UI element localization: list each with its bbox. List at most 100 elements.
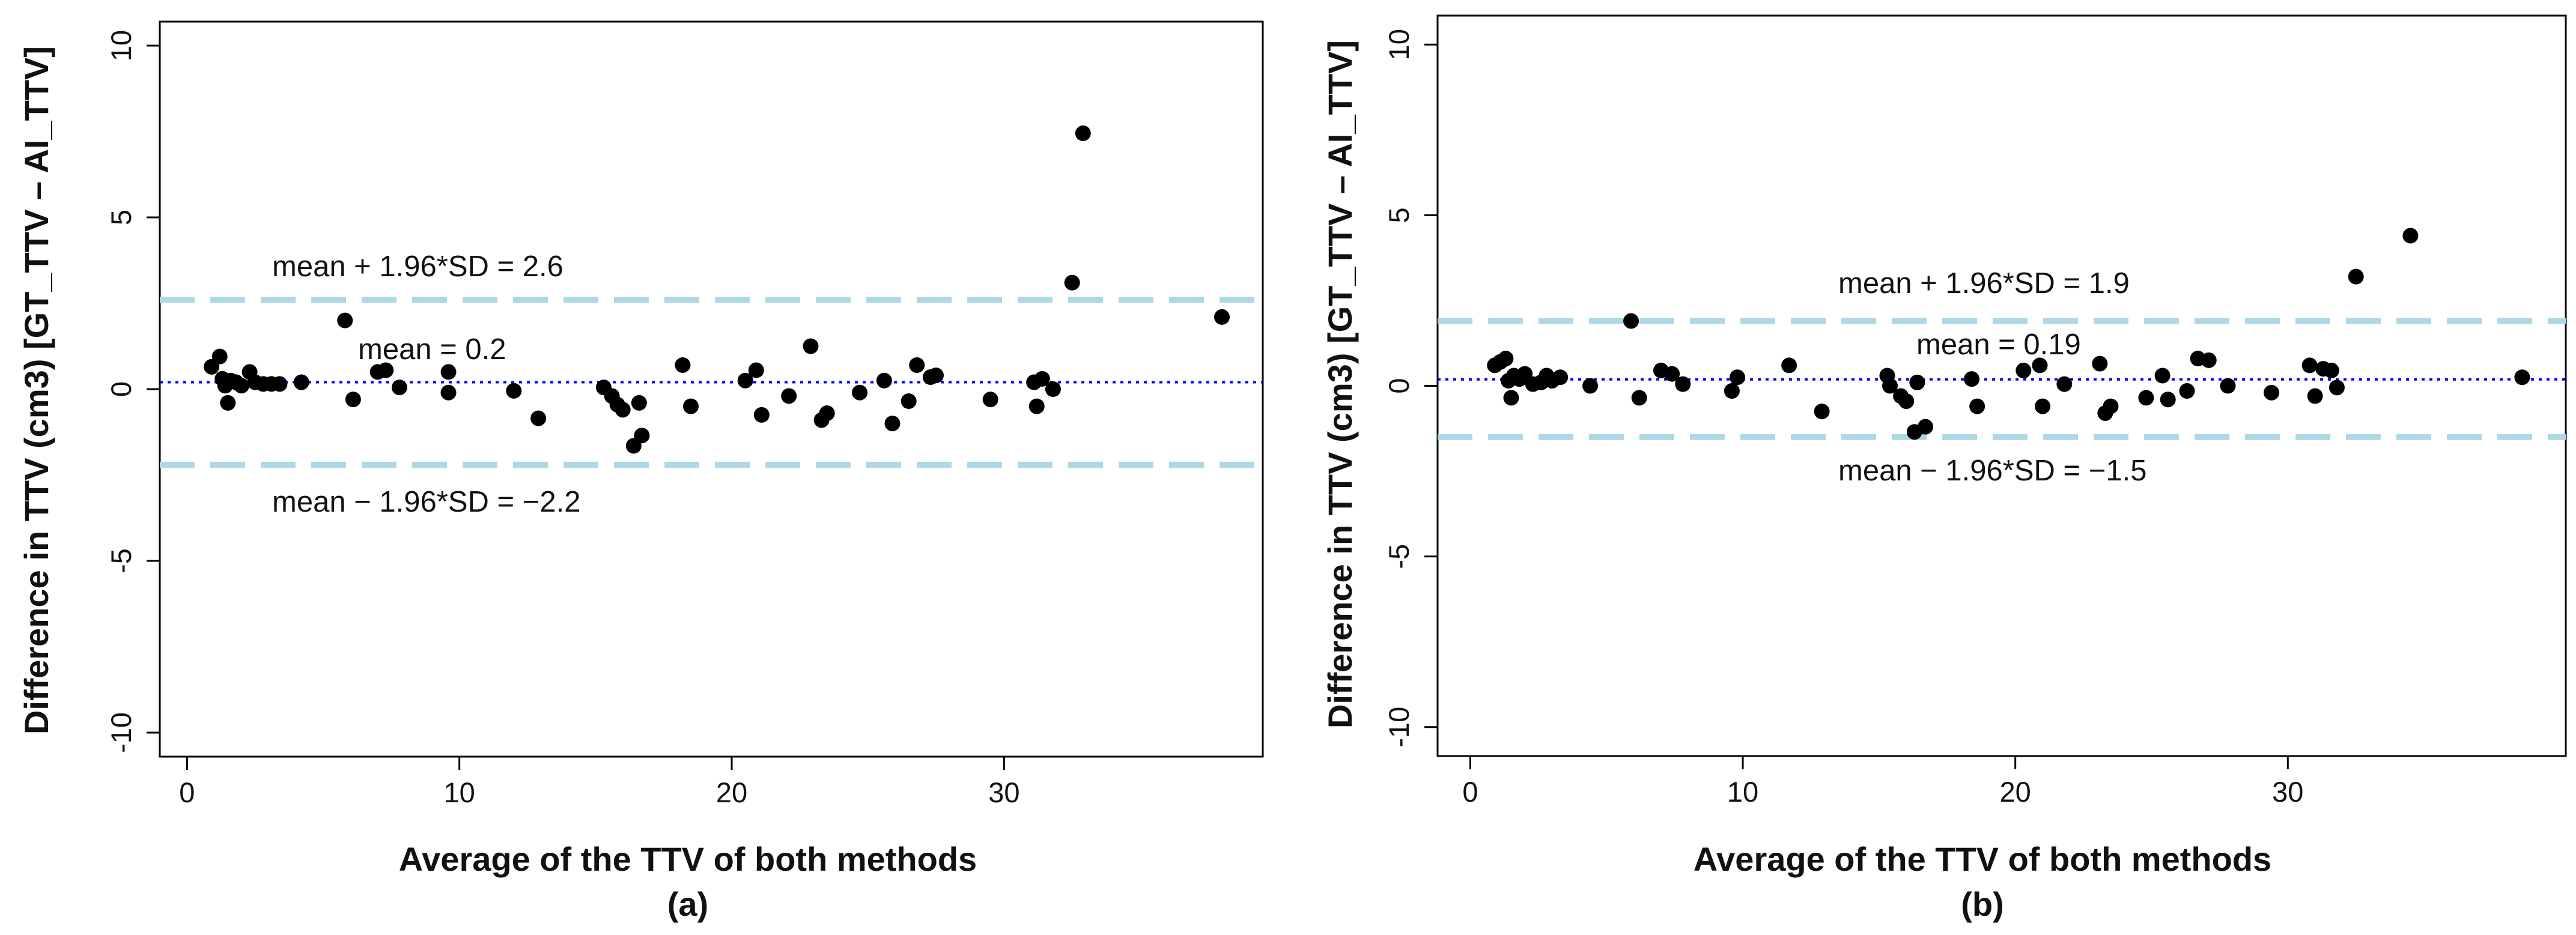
panel-b-data-point [1814, 404, 1830, 420]
panel-a-data-point [928, 368, 944, 384]
panel-b-y-tick-label: 5 [1383, 207, 1415, 223]
panel-a-data-point [1045, 381, 1061, 397]
panel-a-data-point [506, 383, 522, 399]
panel-a-data-point [901, 393, 917, 410]
panel-b-data-point [2301, 357, 2318, 374]
panel-b-y-tick-label: -10 [1383, 707, 1415, 748]
panel-b-tag: (b) [1961, 885, 2004, 923]
panel-b-data-point [2201, 352, 2217, 368]
panel-a-x-tick-label: 0 [179, 776, 195, 808]
panel-a-data-point [211, 348, 228, 365]
panel-b-data-point [2328, 380, 2345, 396]
panel-b-data-point [1898, 393, 1915, 410]
panel-b-data-point [2138, 390, 2154, 406]
panel-a-data-point [530, 410, 547, 426]
panel-a-data-point [634, 428, 650, 444]
panel-a-data-point [293, 374, 309, 390]
panel-b-data-point [2016, 362, 2032, 378]
panel-b-y-axis-title: Difference in TTV (cm3) [GT_TTV – AI_TTV… [1321, 40, 1359, 728]
panel-a-data-point [909, 357, 925, 373]
panel-a-data-point [748, 362, 764, 378]
panel-a-y-tick-label: 10 [105, 30, 137, 61]
panel-a-data-point [982, 392, 998, 408]
panel-a-data-point [378, 362, 394, 378]
panel-a-x-tick-label: 20 [716, 776, 747, 808]
panel-b-data-point [1917, 419, 1933, 435]
panel-a-x-tick-label: 30 [988, 776, 1019, 808]
panel-b-y-tick-label: 0 [1383, 378, 1415, 393]
panel-b-data-point [2092, 356, 2108, 372]
panel-a-data-point [391, 380, 407, 396]
panel-b-upper-loa-label: mean + 1.96*SD = 1.9 [1838, 267, 2130, 300]
panel-a-y-tick-label: 0 [105, 381, 137, 397]
panel-a-data-point [615, 402, 631, 418]
panel-a-data-point [440, 384, 457, 401]
panel-b-data-point [2160, 392, 2176, 408]
panel-b-data-point [1781, 357, 1797, 374]
panel-b-data-point [2307, 388, 2323, 404]
panel-b-data-point [2323, 362, 2339, 378]
panel-a-data-point [440, 364, 457, 380]
panel-b-data-point [2103, 398, 2119, 414]
panel-b-data-point [1729, 369, 1745, 386]
panel-a: -10 -5 0 5 10 0 10 20 30 mean + 1.96*SD = 2.6 m… [17, 20, 1264, 923]
panel-a-data-point [781, 388, 797, 404]
panel-a-y-axis-title: Difference in TTV (cm3) [GT_TTV – AI_TTV… [17, 46, 55, 734]
panel-b-data-point [1675, 376, 1691, 392]
panel-b-data-point [2179, 383, 2195, 399]
panel-a-data-points [204, 125, 1230, 454]
panel-b-data-point [1631, 390, 1647, 406]
panel-b-data-point [2035, 398, 2051, 414]
panel-b-data-point [2056, 376, 2073, 392]
panel-a-data-point [1028, 398, 1045, 414]
panel-a-data-point [337, 312, 353, 328]
panel-a-data-point [345, 392, 361, 408]
panel-a-data-point [803, 338, 819, 354]
panel-b-data-points [1487, 228, 2530, 440]
panel-b-x-ticks: 0 10 20 30 [1462, 756, 2303, 808]
panel-b-y-ticks: -10 -5 0 5 10 [1383, 29, 1438, 748]
panel-a-y-tick-label: 5 [105, 210, 137, 225]
panel-b-y-tick-label: 10 [1383, 29, 1415, 60]
panel-b-x-axis-title: Average of the TTV of both methods [1694, 840, 2271, 878]
panel-b-x-tick-label: 10 [1727, 776, 1758, 808]
panel-a-data-point [675, 357, 691, 373]
panel-b-data-point [2348, 268, 2364, 285]
panel-a-y-tick-label: -10 [105, 712, 137, 753]
panel-b-data-point [2264, 384, 2280, 401]
panel-a-y-ticks: -10 -5 0 5 10 [105, 30, 160, 753]
panel-a-x-axis-title: Average of the TTV of both methods [399, 840, 977, 878]
panel-a-data-point [876, 372, 892, 389]
panel-a-data-point [683, 398, 699, 414]
panel-b-data-point [1552, 369, 1569, 386]
panel-b-data-point [2514, 369, 2530, 386]
panel-a-data-point [272, 376, 288, 392]
panel-b-data-point [2220, 378, 2236, 394]
panel-a-mean-label: mean = 0.2 [358, 333, 506, 366]
panel-b-data-point [1623, 313, 1639, 329]
panel-b-data-point [1503, 390, 1519, 406]
panel-a-data-point [1214, 309, 1230, 325]
panel-a-lower-loa-label: mean − 1.96*SD = −2.2 [272, 486, 581, 518]
panel-b-data-point [1724, 383, 1740, 399]
panel-b-data-point [1582, 378, 1599, 394]
panel-b-data-point [2154, 368, 2170, 384]
panel-a-data-point [753, 407, 770, 423]
panel-a-data-point [1034, 371, 1050, 387]
panel-a-upper-loa-label: mean + 1.96*SD = 2.6 [272, 250, 564, 283]
panel-b: -10 -5 0 5 10 0 10 20 30 mean + 1.96*SD = 1.9 m… [1321, 14, 2567, 923]
panel-a-data-point [819, 405, 835, 422]
panel-a-data-point [1075, 125, 1091, 141]
panel-a-data-point [631, 395, 647, 411]
panel-a-y-tick-label: -5 [105, 548, 137, 573]
panel-a-data-point [852, 384, 868, 401]
panel-a-data-point [220, 395, 236, 411]
panel-b-data-point [1969, 398, 1985, 414]
panel-b-x-tick-label: 20 [2000, 776, 2031, 808]
panel-b-x-tick-label: 30 [2272, 776, 2303, 808]
panel-b-data-point [2402, 228, 2419, 244]
panel-a-data-point [884, 416, 901, 432]
panel-a-x-tick-label: 10 [444, 776, 475, 808]
panel-b-data-point [1664, 366, 1680, 382]
